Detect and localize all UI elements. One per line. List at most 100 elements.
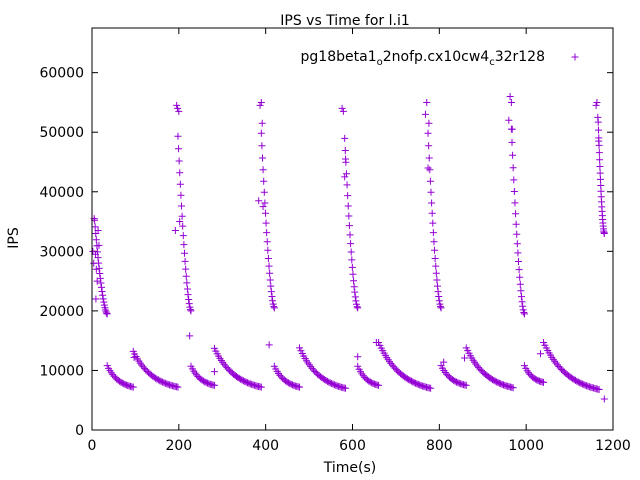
data-point: [341, 173, 349, 181]
data-point: [175, 157, 183, 165]
data-point: [600, 229, 608, 237]
data-point: [268, 292, 276, 300]
data-point: [350, 277, 358, 285]
data-point: [351, 293, 359, 301]
data-point: [103, 309, 111, 317]
data-point: [510, 188, 518, 196]
data-point: [433, 276, 441, 284]
data-point: [97, 283, 105, 291]
data-point: [509, 151, 517, 159]
data-point: [596, 175, 604, 183]
data-point: [296, 383, 304, 391]
data-point: [512, 210, 520, 218]
data-point: [174, 383, 182, 391]
y-tick-label: 30000: [39, 244, 84, 260]
data-point: [353, 303, 361, 311]
data-point: [595, 386, 603, 394]
data-point: [571, 53, 579, 61]
data-point: [344, 192, 352, 200]
data-point: [512, 220, 520, 228]
data-point: [266, 276, 274, 284]
data-point: [424, 164, 432, 172]
data-point: [348, 263, 356, 271]
data-point: [97, 279, 105, 287]
data-point: [347, 240, 355, 248]
y-tick-label: 10000: [39, 363, 84, 379]
data-point: [595, 149, 603, 157]
y-axis-label: IPS: [6, 227, 22, 249]
data-point: [431, 246, 439, 254]
data-point: [264, 254, 272, 262]
data-point: [265, 341, 273, 349]
y-tick-label: 40000: [39, 185, 84, 201]
data-point: [258, 142, 266, 150]
data-point: [509, 384, 517, 392]
x-tick-label: 0: [88, 438, 97, 454]
data-point: [432, 262, 440, 270]
data-point: [596, 156, 604, 164]
data-point: [174, 132, 182, 140]
data-point: [517, 287, 525, 295]
data-point: [95, 241, 103, 249]
data-point: [507, 98, 515, 106]
data-point: [348, 256, 356, 264]
data-point: [596, 163, 604, 171]
data-point: [100, 298, 108, 306]
data-point: [210, 368, 218, 376]
data-point: [343, 181, 351, 189]
data-point: [592, 101, 600, 109]
data-point: [518, 298, 526, 306]
x-tick-label: 400: [252, 438, 279, 454]
data-point: [91, 250, 99, 258]
data-point: [267, 288, 275, 296]
data-point: [513, 240, 521, 248]
data-point: [600, 395, 608, 403]
data-point: [426, 177, 434, 185]
data-point: [375, 381, 383, 389]
data-point: [266, 269, 274, 277]
data-point: [425, 119, 433, 127]
data-point: [176, 218, 184, 226]
data-point: [350, 283, 358, 291]
data-point: [352, 297, 360, 305]
data-point: [434, 282, 442, 290]
data-point: [257, 129, 265, 137]
data-point: [130, 353, 138, 361]
data-point: [180, 249, 188, 257]
data-point: [174, 104, 182, 112]
data-point: [540, 378, 548, 386]
data-point: [423, 98, 431, 106]
legend: pg18beta1o2nofp.cx10cw4c32r128: [301, 49, 579, 68]
data-point: [267, 282, 275, 290]
data-point: [508, 125, 516, 133]
data-point: [184, 291, 192, 299]
data-point: [259, 154, 267, 162]
data-point: [263, 229, 271, 237]
data-point: [257, 383, 265, 391]
data-point: [429, 219, 437, 227]
data-point: [175, 107, 183, 115]
data-point: [185, 300, 193, 308]
data-point: [427, 384, 435, 392]
data-point: [509, 164, 517, 172]
data-point: [424, 129, 432, 137]
data-point: [90, 259, 98, 267]
data-point: [434, 288, 442, 296]
data-point: [270, 303, 278, 311]
data-point: [437, 304, 445, 312]
data-point: [269, 297, 277, 305]
data-point: [440, 358, 448, 366]
data-points: [89, 92, 608, 403]
data-point: [93, 277, 101, 285]
data-point: [515, 258, 523, 266]
data-point: [103, 310, 111, 318]
data-point: [516, 280, 524, 288]
data-point: [265, 262, 273, 270]
data-point: [551, 357, 559, 365]
data-point: [182, 272, 190, 280]
data-point: [186, 306, 194, 314]
data-point: [262, 219, 270, 227]
data-point: [99, 295, 107, 303]
data-point: [520, 309, 528, 317]
